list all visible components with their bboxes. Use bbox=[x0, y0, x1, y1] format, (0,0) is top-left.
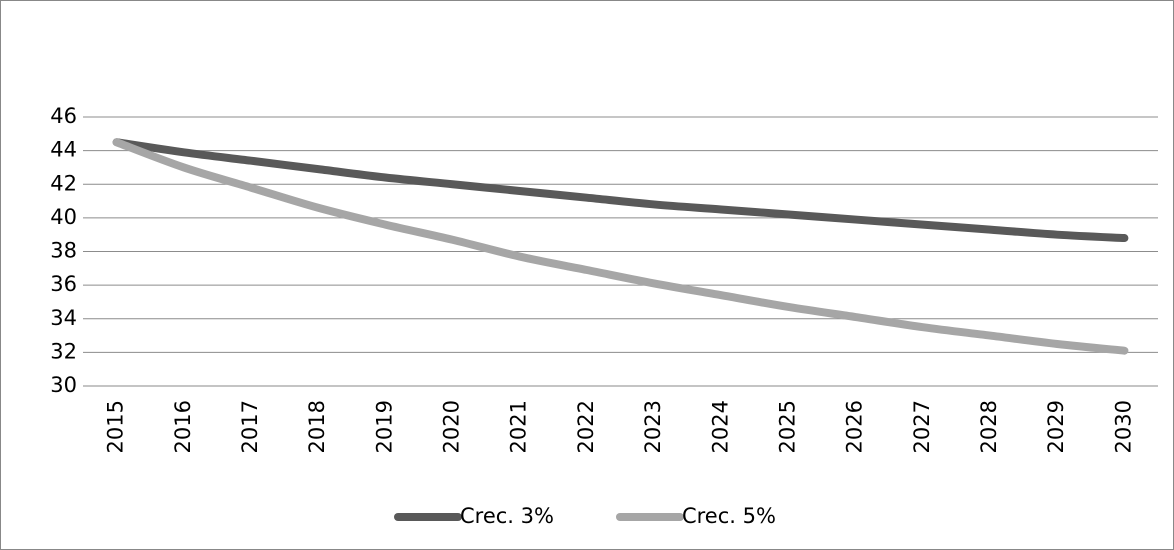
y-tick-label: 34 bbox=[50, 306, 77, 330]
y-tick-label: 44 bbox=[50, 138, 77, 162]
x-tick-label: 2025 bbox=[775, 400, 799, 453]
x-tick-label: 2023 bbox=[641, 400, 665, 453]
y-tick-label: 30 bbox=[50, 373, 77, 397]
series-line bbox=[112, 138, 1129, 243]
x-tick-label: 2024 bbox=[708, 400, 732, 453]
y-tick-label: 32 bbox=[50, 339, 77, 363]
y-tick-label: 38 bbox=[50, 239, 77, 263]
y-tick-label: 36 bbox=[50, 272, 77, 296]
x-tick-label: 2019 bbox=[372, 400, 396, 453]
legend-label: Crec. 5% bbox=[682, 504, 776, 528]
x-tick-label: 2020 bbox=[440, 400, 464, 453]
x-tick-label: 2022 bbox=[574, 400, 598, 453]
x-tick-label: 2018 bbox=[305, 400, 329, 453]
x-tick-label: 2030 bbox=[1111, 400, 1135, 453]
x-tick-label: 2026 bbox=[843, 400, 867, 453]
x-tick-label: 2029 bbox=[1044, 400, 1068, 453]
series-line bbox=[112, 138, 1129, 355]
x-tick-label: 2021 bbox=[507, 400, 531, 453]
x-tick-label: 2016 bbox=[171, 400, 195, 453]
legend-label: Crec. 3% bbox=[460, 504, 554, 528]
y-tick-label: 42 bbox=[50, 171, 77, 195]
x-tick-label: 2015 bbox=[104, 400, 128, 453]
y-tick-label: 40 bbox=[50, 205, 77, 229]
x-tick-label: 2017 bbox=[238, 400, 262, 453]
y-tick-label: 46 bbox=[50, 104, 77, 128]
x-tick-label: 2027 bbox=[910, 400, 934, 453]
x-tick-label: 2028 bbox=[977, 400, 1001, 453]
